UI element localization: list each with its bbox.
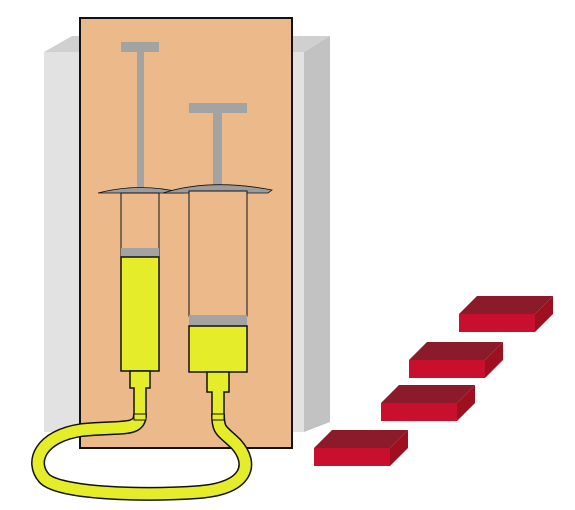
left-plunger-seal <box>121 248 159 257</box>
weight-side-face <box>535 296 553 332</box>
right-fluid <box>188 325 248 373</box>
left-plunger-rod <box>137 50 144 248</box>
mounting-board <box>79 17 293 449</box>
weight-front-face <box>409 360 485 378</box>
right-barrel-empty <box>188 190 248 317</box>
wall-side <box>304 36 330 432</box>
weights-group <box>314 296 553 466</box>
tube-fill <box>32 413 251 500</box>
connecting-tube-icon <box>31 413 253 501</box>
weight-top-face <box>314 430 408 448</box>
weight-top-face <box>409 342 503 360</box>
weight-side-face <box>390 430 408 466</box>
weight-block-icon <box>314 430 408 466</box>
weight-front-face <box>314 448 390 466</box>
weight-front-face <box>459 314 535 332</box>
weight-top-face <box>381 385 475 403</box>
left-plunger-handle <box>121 42 159 52</box>
weight-block-icon <box>409 342 503 378</box>
weight-side-face <box>485 342 503 378</box>
right-plunger-handle <box>189 103 247 113</box>
weight-side-face <box>457 385 475 421</box>
weight-front-face <box>381 403 457 421</box>
syringe-small-icon <box>97 42 185 417</box>
syringe-large-icon <box>162 103 273 417</box>
weight-block-icon <box>381 385 475 421</box>
weight-block-icon <box>459 296 553 332</box>
left-fluid <box>120 256 160 372</box>
right-plunger-seal <box>189 315 247 326</box>
right-tube-joint <box>211 413 225 421</box>
left-tube-joint <box>133 413 147 421</box>
weight-top-face <box>459 296 553 314</box>
left-barrel-empty <box>120 192 160 258</box>
